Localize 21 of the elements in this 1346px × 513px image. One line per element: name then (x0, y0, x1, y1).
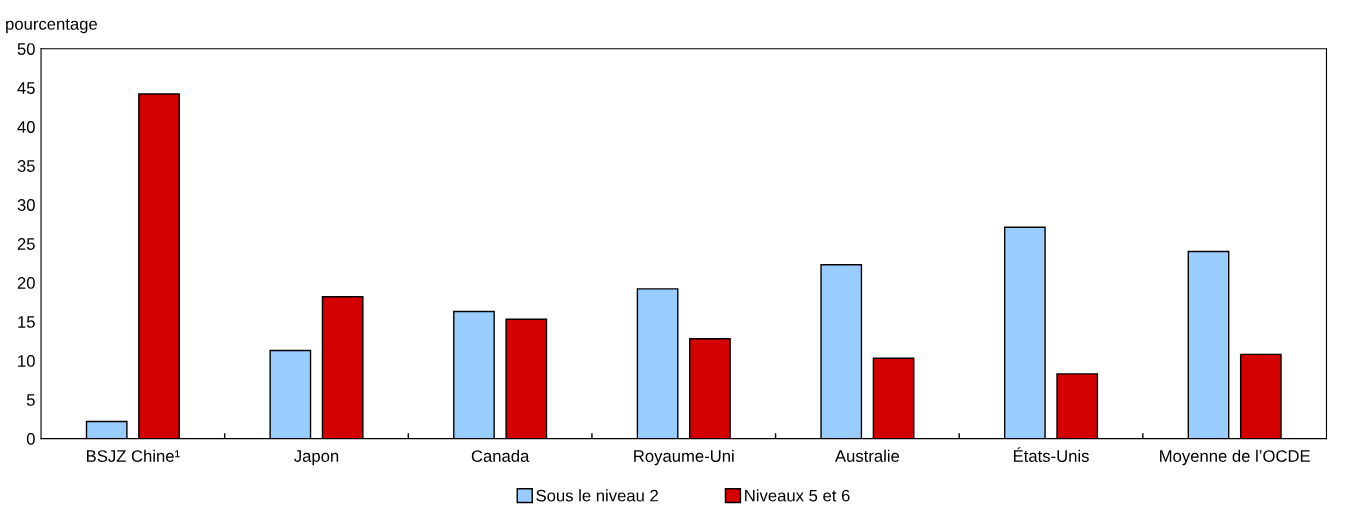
x-tick-label: BSJZ Chine¹ (87, 449, 180, 462)
y-tick-label: 30 (17, 199, 35, 211)
y-tick-label: 40 (17, 121, 35, 133)
y-axis-title: pourcentage (6, 18, 97, 34)
legend-label: Niveaux 5 et 6 (745, 489, 850, 502)
x-tick-label: Moyenne de l’OCDE (1160, 449, 1310, 466)
y-tick-label: 15 (18, 316, 35, 328)
y-tick-label: 5 (26, 394, 35, 406)
y-tick-label: 25 (17, 238, 35, 250)
x-tick-label: Japon (294, 450, 339, 466)
legend-label: Sous le niveau 2 (536, 489, 658, 502)
y-tick-label: 0 (26, 433, 35, 445)
y-tick-label: 10 (18, 355, 35, 367)
y-tick-label: 50 (17, 43, 35, 55)
x-tick-label: États-Unis (1013, 447, 1089, 462)
y-tick-label: 20 (17, 277, 35, 289)
y-tick-label: 45 (17, 82, 35, 94)
x-tick-label: Royaume-Uni (634, 449, 734, 466)
y-tick-label: 35 (17, 160, 35, 172)
x-tick-label: Australie (835, 449, 900, 462)
x-tick-label: Canada (471, 449, 530, 462)
